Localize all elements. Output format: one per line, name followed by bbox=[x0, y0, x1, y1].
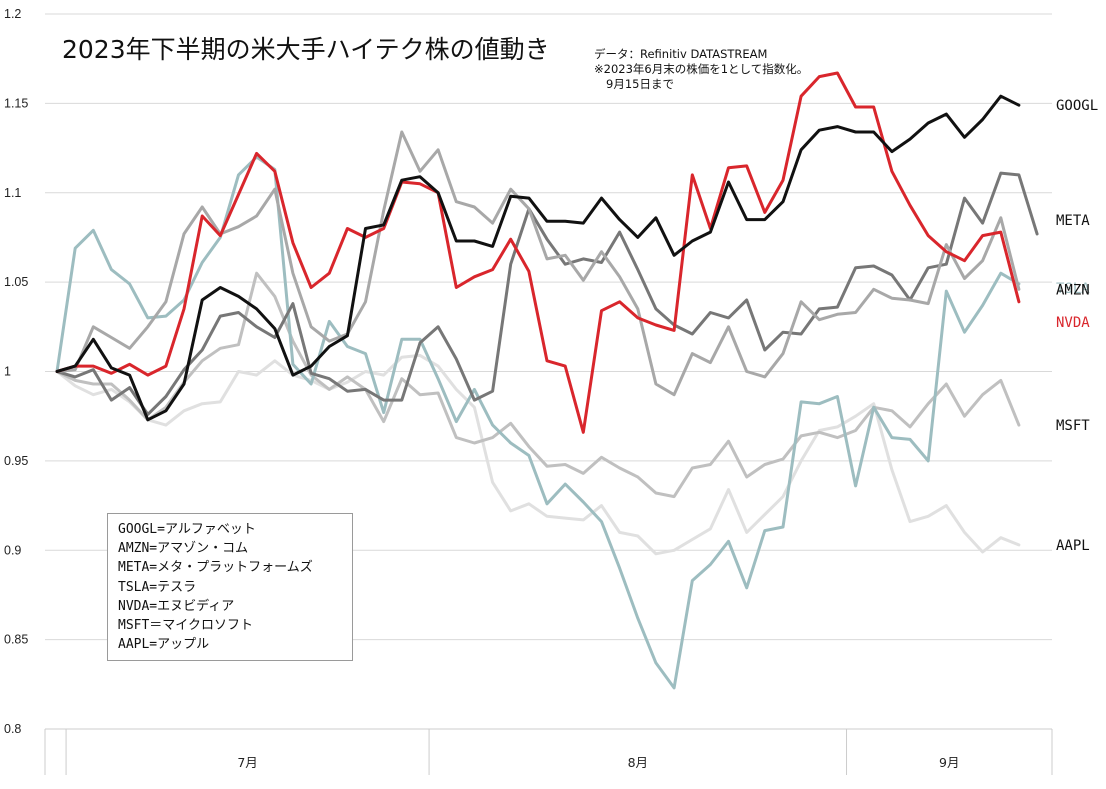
series-line-tsla bbox=[55, 155, 1021, 690]
legend-entry-amzn: AMZN=アマゾン・コム bbox=[118, 541, 249, 557]
y-tick-label: 0.9 bbox=[4, 543, 21, 557]
legend-box: GOOGL=アルファベット AMZN=アマゾン・コム META=メタ・プラットフ… bbox=[107, 513, 353, 661]
legend-entry-googl: GOOGL=アルファベット bbox=[118, 522, 256, 537]
chart-title: 2023年下半期の米大手ハイテク株の値動き bbox=[62, 35, 550, 64]
y-tick-label: 0.95 bbox=[4, 454, 28, 468]
x-tick-label: 9月 bbox=[939, 755, 959, 770]
series-lines bbox=[55, 71, 1039, 690]
source-line: データ：Refinitiv DATASTREAM bbox=[594, 47, 768, 61]
x-tick-label: 7月 bbox=[237, 755, 257, 770]
end-label-msft: MSFT bbox=[1056, 418, 1090, 434]
legend-entry-nvda: NVDA=エヌビディア bbox=[118, 598, 235, 614]
y-tick-label: 1.1 bbox=[4, 186, 21, 200]
end-labels: AAPL MSFT TSLA META AMZN NVDA GOOGL bbox=[1056, 98, 1098, 554]
series-line-aapl bbox=[55, 353, 1021, 556]
series-line-googl bbox=[55, 94, 1021, 422]
y-tick-label: 1.2 bbox=[4, 7, 21, 21]
legend-entry-meta: META=メタ・プラットフォームズ bbox=[118, 560, 313, 576]
source-note-line: ※2023年6月末の株価を1として指数化。 bbox=[594, 62, 809, 76]
y-tick-label: 1.15 bbox=[4, 96, 28, 110]
x-tick-label: 8月 bbox=[628, 755, 648, 770]
end-label-nvda: NVDA bbox=[1056, 315, 1090, 331]
source-date-line: 9月15日まで bbox=[606, 77, 674, 91]
y-tick-label: 0.8 bbox=[4, 722, 21, 736]
series-line-amzn bbox=[55, 130, 1021, 397]
series-line-msft bbox=[55, 271, 1021, 499]
axes: 0.8 0.85 0.9 0.95 1 1.05 1.1 1.15 1.2 7月 8月 9月 bbox=[4, 7, 1053, 775]
source-note: データ：Refinitiv DATASTREAM ※2023年6月末の株価を1と… bbox=[594, 47, 808, 92]
legend-entry-msft: MSFT＝マイクロソフト bbox=[118, 618, 254, 634]
end-label-tsla: TSLA bbox=[1056, 281, 1090, 297]
y-tick-label: 1.05 bbox=[4, 275, 28, 289]
end-label-amzn: AMZN bbox=[1056, 282, 1090, 298]
end-label-aapl: AAPL bbox=[1056, 538, 1090, 554]
series-line-nvda bbox=[55, 71, 1021, 434]
y-tick-label: 1 bbox=[4, 365, 11, 379]
legend-entry-tsla: TSLA=テスラ bbox=[118, 579, 197, 595]
legend-entry-aapl: AAPL=アップル bbox=[118, 637, 210, 653]
end-label-meta: META bbox=[1056, 213, 1090, 229]
end-label-googl: GOOGL bbox=[1056, 98, 1098, 114]
series-line-meta bbox=[55, 171, 1039, 416]
y-tick-label: 0.85 bbox=[4, 633, 28, 647]
